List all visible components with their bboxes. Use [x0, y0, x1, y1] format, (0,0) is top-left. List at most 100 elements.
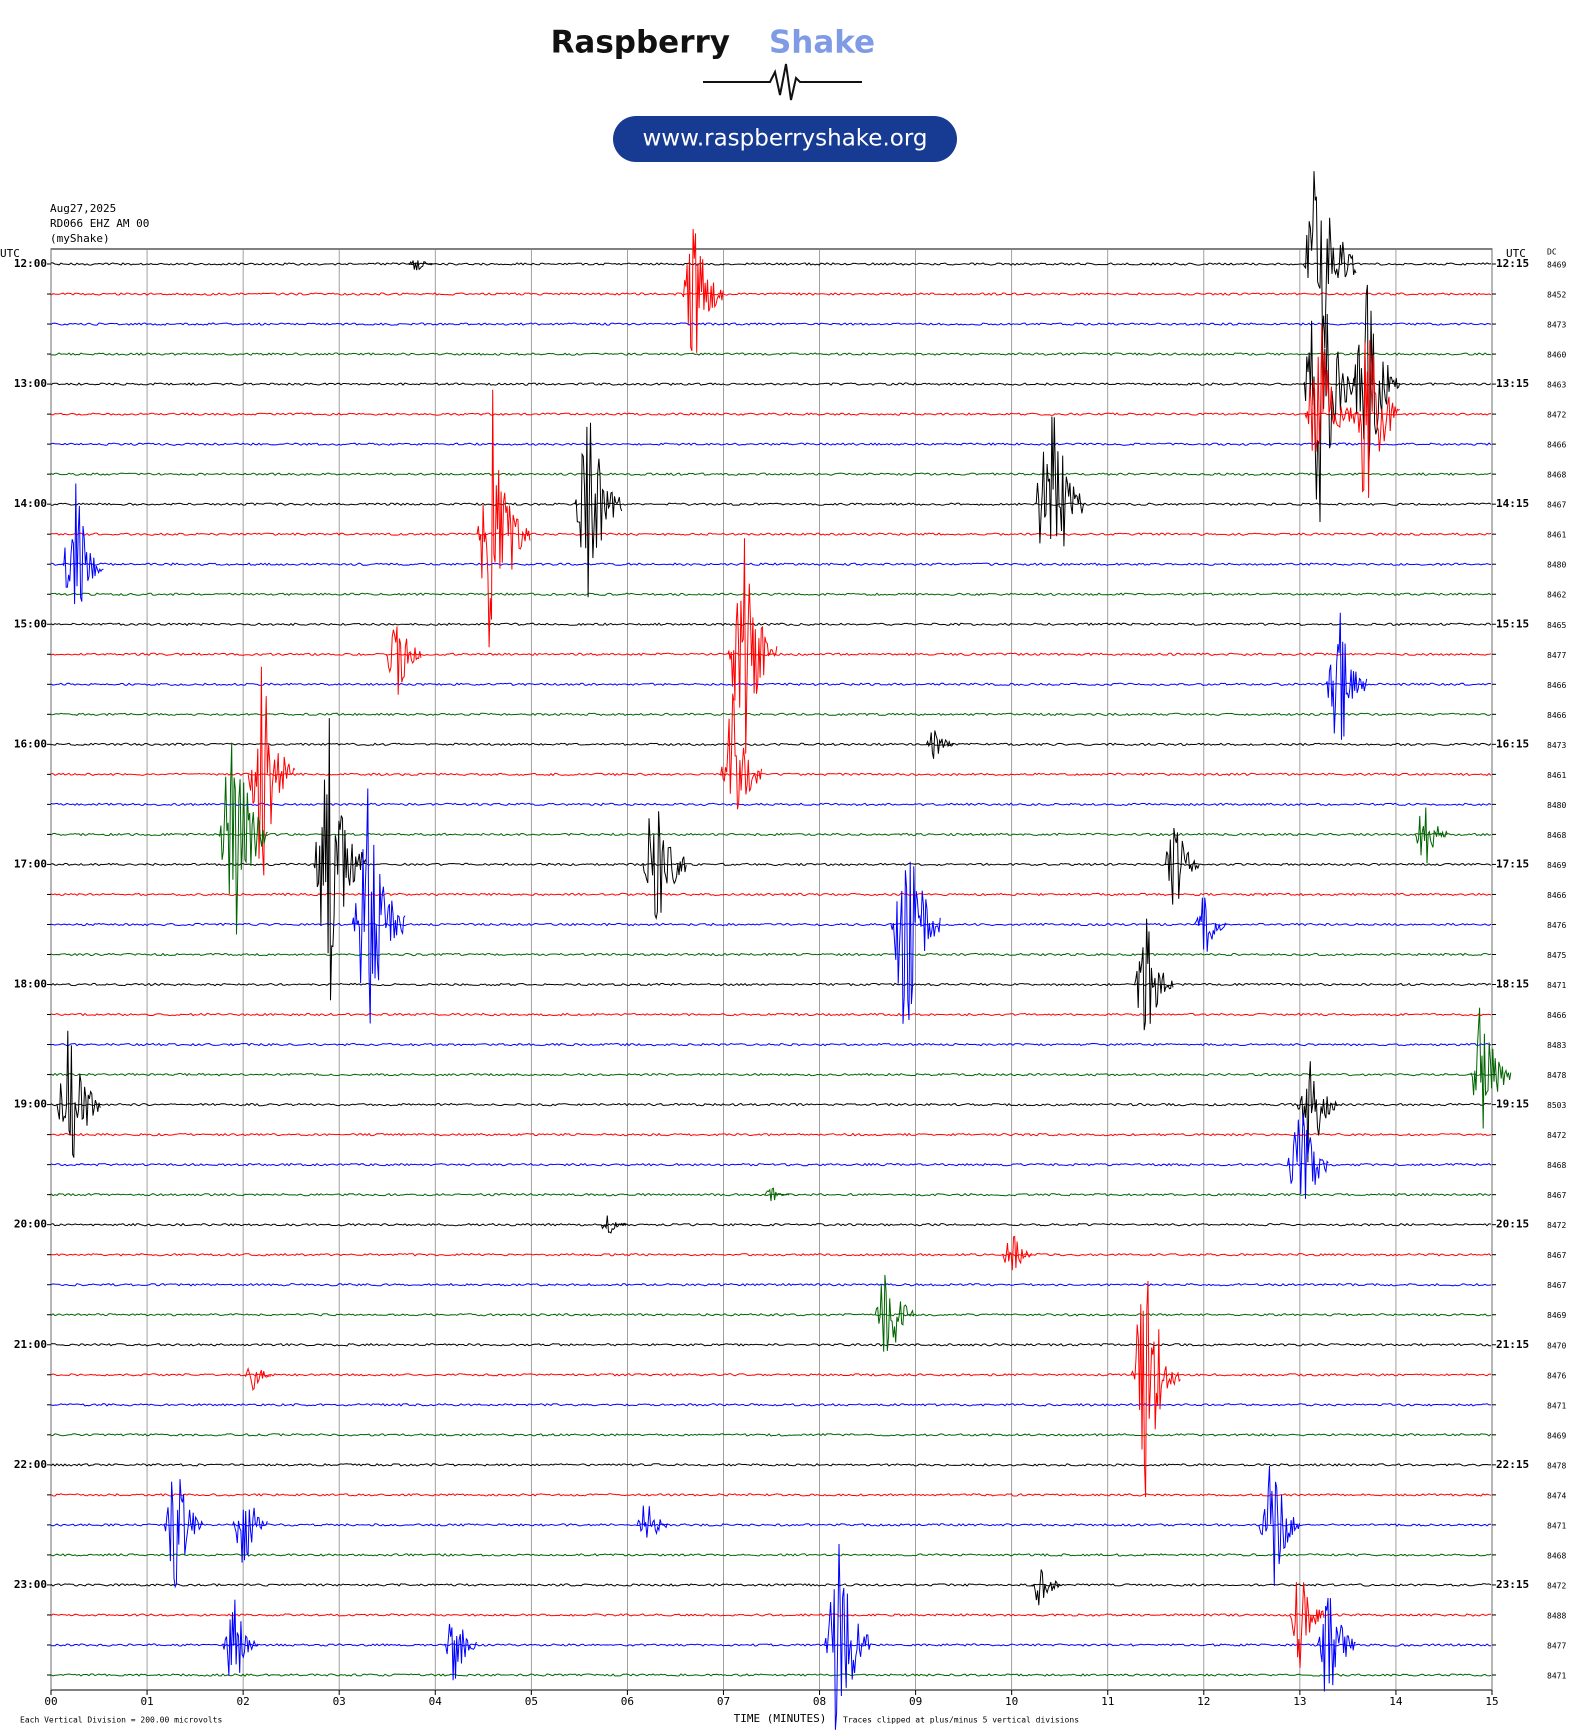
event-burst — [925, 730, 955, 759]
dc-value: 8471 — [1547, 981, 1566, 990]
dc-value: 8468 — [1547, 1161, 1566, 1170]
dc-value: 8466 — [1547, 891, 1566, 900]
trace — [50, 982, 1492, 987]
trace — [50, 322, 1492, 326]
right-axis-title: UTC — [1506, 247, 1526, 260]
x-tick-label: 12 — [1197, 1695, 1210, 1708]
hour-label: 18:15 — [1496, 978, 1529, 991]
hour-label: 23:15 — [1496, 1578, 1529, 1591]
trace — [50, 712, 1492, 717]
hour-label: 19:15 — [1496, 1098, 1529, 1111]
dc-value: 8468 — [1547, 1551, 1566, 1560]
dc-value: 8472 — [1547, 1221, 1566, 1230]
trace — [50, 802, 1492, 807]
url-pill[interactable] — [613, 116, 957, 162]
trace — [50, 1343, 1491, 1347]
event-burst — [1325, 612, 1368, 740]
trace — [50, 1012, 1492, 1017]
event-burst — [1130, 1280, 1181, 1498]
trace — [50, 1402, 1491, 1407]
dc-value: 8483 — [1547, 1041, 1566, 1050]
event-burst — [824, 1543, 872, 1730]
dc-value: 8488 — [1547, 1611, 1566, 1620]
dc-value: 8469 — [1547, 861, 1566, 870]
event-burst — [62, 483, 104, 605]
dc-value: 8478 — [1547, 1461, 1566, 1470]
brand-name: Shake — [769, 25, 875, 61]
event-burst — [1352, 340, 1401, 499]
event-burst — [385, 626, 422, 695]
scale-note: Each Vertical Division = 200.00 microvol… — [20, 1716, 222, 1725]
dc-value: 8465 — [1547, 621, 1566, 630]
event-burst — [218, 742, 268, 935]
trace — [50, 1493, 1492, 1497]
dc-value: 8471 — [1547, 1401, 1566, 1410]
dc-value: 8462 — [1547, 591, 1566, 600]
event-burst — [163, 1479, 204, 1589]
dc-value: 8466 — [1547, 1011, 1566, 1020]
dc-value: 8480 — [1547, 801, 1566, 810]
hour-label: 16:00 — [14, 737, 47, 750]
event-burst — [232, 1507, 268, 1563]
event-burst — [1302, 171, 1357, 349]
dc-value: 8503 — [1547, 1101, 1566, 1110]
dc-value: 8469 — [1547, 261, 1566, 270]
event-burst — [1134, 918, 1174, 1031]
trace — [50, 1162, 1492, 1167]
dc-value: 8467 — [1547, 1251, 1566, 1260]
dc-value: 8463 — [1547, 381, 1566, 390]
event-burst — [642, 811, 687, 921]
hour-label: 23:00 — [14, 1578, 47, 1591]
event-burst — [313, 718, 367, 1001]
dc-value: 8452 — [1547, 291, 1566, 300]
event-burst — [1258, 1465, 1300, 1587]
clip-note: Traces clipped at plus/minus 5 vertical … — [843, 1716, 1079, 1725]
x-tick-label: 01 — [140, 1695, 153, 1708]
event-burst — [1302, 313, 1357, 523]
event-burst — [351, 788, 406, 1024]
dc-value: 8473 — [1547, 321, 1566, 330]
trace — [50, 1252, 1492, 1257]
x-tick-label: 05 — [525, 1695, 538, 1708]
dc-value: 8468 — [1547, 831, 1566, 840]
dc-value: 8472 — [1547, 1131, 1566, 1140]
dc-value: 8471 — [1547, 1672, 1566, 1681]
x-tick-label: 06 — [621, 1695, 634, 1708]
dc-value: 8477 — [1547, 1641, 1566, 1650]
dc-value: 8472 — [1547, 411, 1566, 420]
event-burst — [444, 1623, 478, 1681]
dc-value: 8461 — [1547, 771, 1566, 780]
event-burst — [1031, 1569, 1061, 1606]
event-burst — [636, 1505, 668, 1538]
trace — [50, 1613, 1491, 1617]
trace — [50, 352, 1492, 356]
x-tick-label: 10 — [1005, 1695, 1018, 1708]
dc-value: 8469 — [1547, 1311, 1566, 1320]
url[interactable]: www.raspberryshake.org — [643, 126, 928, 152]
hour-label: 12:15 — [1496, 257, 1529, 270]
event-burst — [763, 1187, 790, 1202]
trace — [50, 1463, 1492, 1467]
trace — [50, 862, 1492, 867]
x-tick-label: 11 — [1101, 1695, 1114, 1708]
event-burst — [1034, 416, 1085, 547]
hour-label: 17:15 — [1496, 857, 1529, 870]
hour-label: 16:15 — [1496, 737, 1529, 750]
x-tick-label: 04 — [429, 1695, 443, 1708]
trace — [50, 1042, 1492, 1047]
hour-label: 13:15 — [1496, 377, 1529, 390]
trace — [50, 502, 1492, 506]
trace — [50, 1523, 1491, 1527]
trace — [51, 262, 1492, 266]
dc-value: 8467 — [1547, 1191, 1566, 1200]
event-burst — [244, 1367, 271, 1391]
trace — [50, 1583, 1492, 1587]
plot-frame — [50, 248, 1493, 1691]
dc-value: 8473 — [1547, 741, 1566, 750]
dc-value: 8467 — [1547, 1281, 1566, 1290]
dc-value: 8476 — [1547, 1371, 1566, 1380]
trace — [50, 1373, 1492, 1377]
dc-value: 8476 — [1547, 921, 1566, 930]
dc-value: 8477 — [1547, 651, 1566, 660]
